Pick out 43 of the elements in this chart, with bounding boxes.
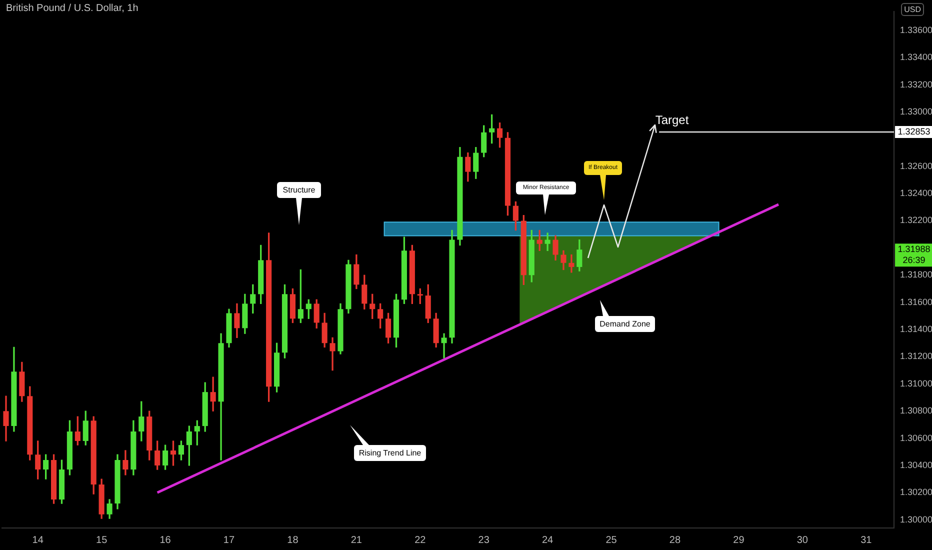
y-tick-label: 1.33000: [900, 106, 932, 116]
x-tick-label: 29: [733, 534, 745, 546]
x-tick-label: 15: [96, 534, 108, 546]
y-tick-label: 1.30600: [900, 432, 932, 443]
x-tick-label: 17: [223, 534, 235, 546]
x-tick-label: 28: [669, 534, 681, 546]
y-tick-label: 1.33600: [900, 24, 932, 35]
annotation: Structure: [282, 186, 316, 194]
x-tick-label: 16: [160, 534, 172, 546]
y-tick-label: 1.31200: [900, 351, 932, 362]
x-tick-label: 18: [287, 534, 299, 546]
y-tick-label: 1.31600: [900, 296, 932, 307]
y-axis-title: USD: [901, 3, 924, 16]
y-tick-label: 1.31400: [900, 324, 932, 334]
y-tick-label: 1.31800: [900, 270, 932, 280]
y-tick-label: 1.32400: [900, 188, 932, 198]
x-tick-label: 31: [860, 534, 872, 546]
x-tick-label: 23: [478, 534, 490, 546]
candlestick: [568, 254, 574, 273]
y-tick-label: 1.33400: [900, 52, 932, 62]
text: 1.31988: [898, 244, 930, 254]
y-tick-label: 1.30200: [900, 487, 932, 498]
x-tick-label: 30: [796, 534, 808, 546]
y-tick-label: 1.32200: [900, 215, 932, 226]
y-tick-label: 1.30400: [900, 460, 932, 470]
annotation: Target: [655, 113, 690, 127]
x-tick-label: 14: [32, 534, 44, 546]
y-tick-label: 1.30800: [900, 406, 932, 416]
x-tick-label: 22: [414, 534, 426, 546]
y-tick-label: 1.32600: [900, 160, 932, 171]
x-tick-label: 25: [606, 534, 618, 546]
text: 26:39: [902, 255, 926, 266]
y-tick-label: 1.30000: [900, 514, 932, 524]
candlestick: [441, 333, 447, 358]
ref-line-label: 1.32853: [898, 126, 930, 136]
candlestick: [544, 232, 550, 251]
x-tick-label: 24: [542, 534, 554, 546]
chart-title: British Pound / U.S. Dollar, 1h: [6, 3, 138, 14]
annotation: Demand Zone: [600, 320, 651, 328]
y-tick-label: 1.31000: [900, 378, 932, 388]
annotation: Rising Trend Line: [358, 448, 422, 458]
y-tick-label: 1.33200: [900, 79, 932, 90]
x-tick-label: 21: [350, 534, 362, 546]
